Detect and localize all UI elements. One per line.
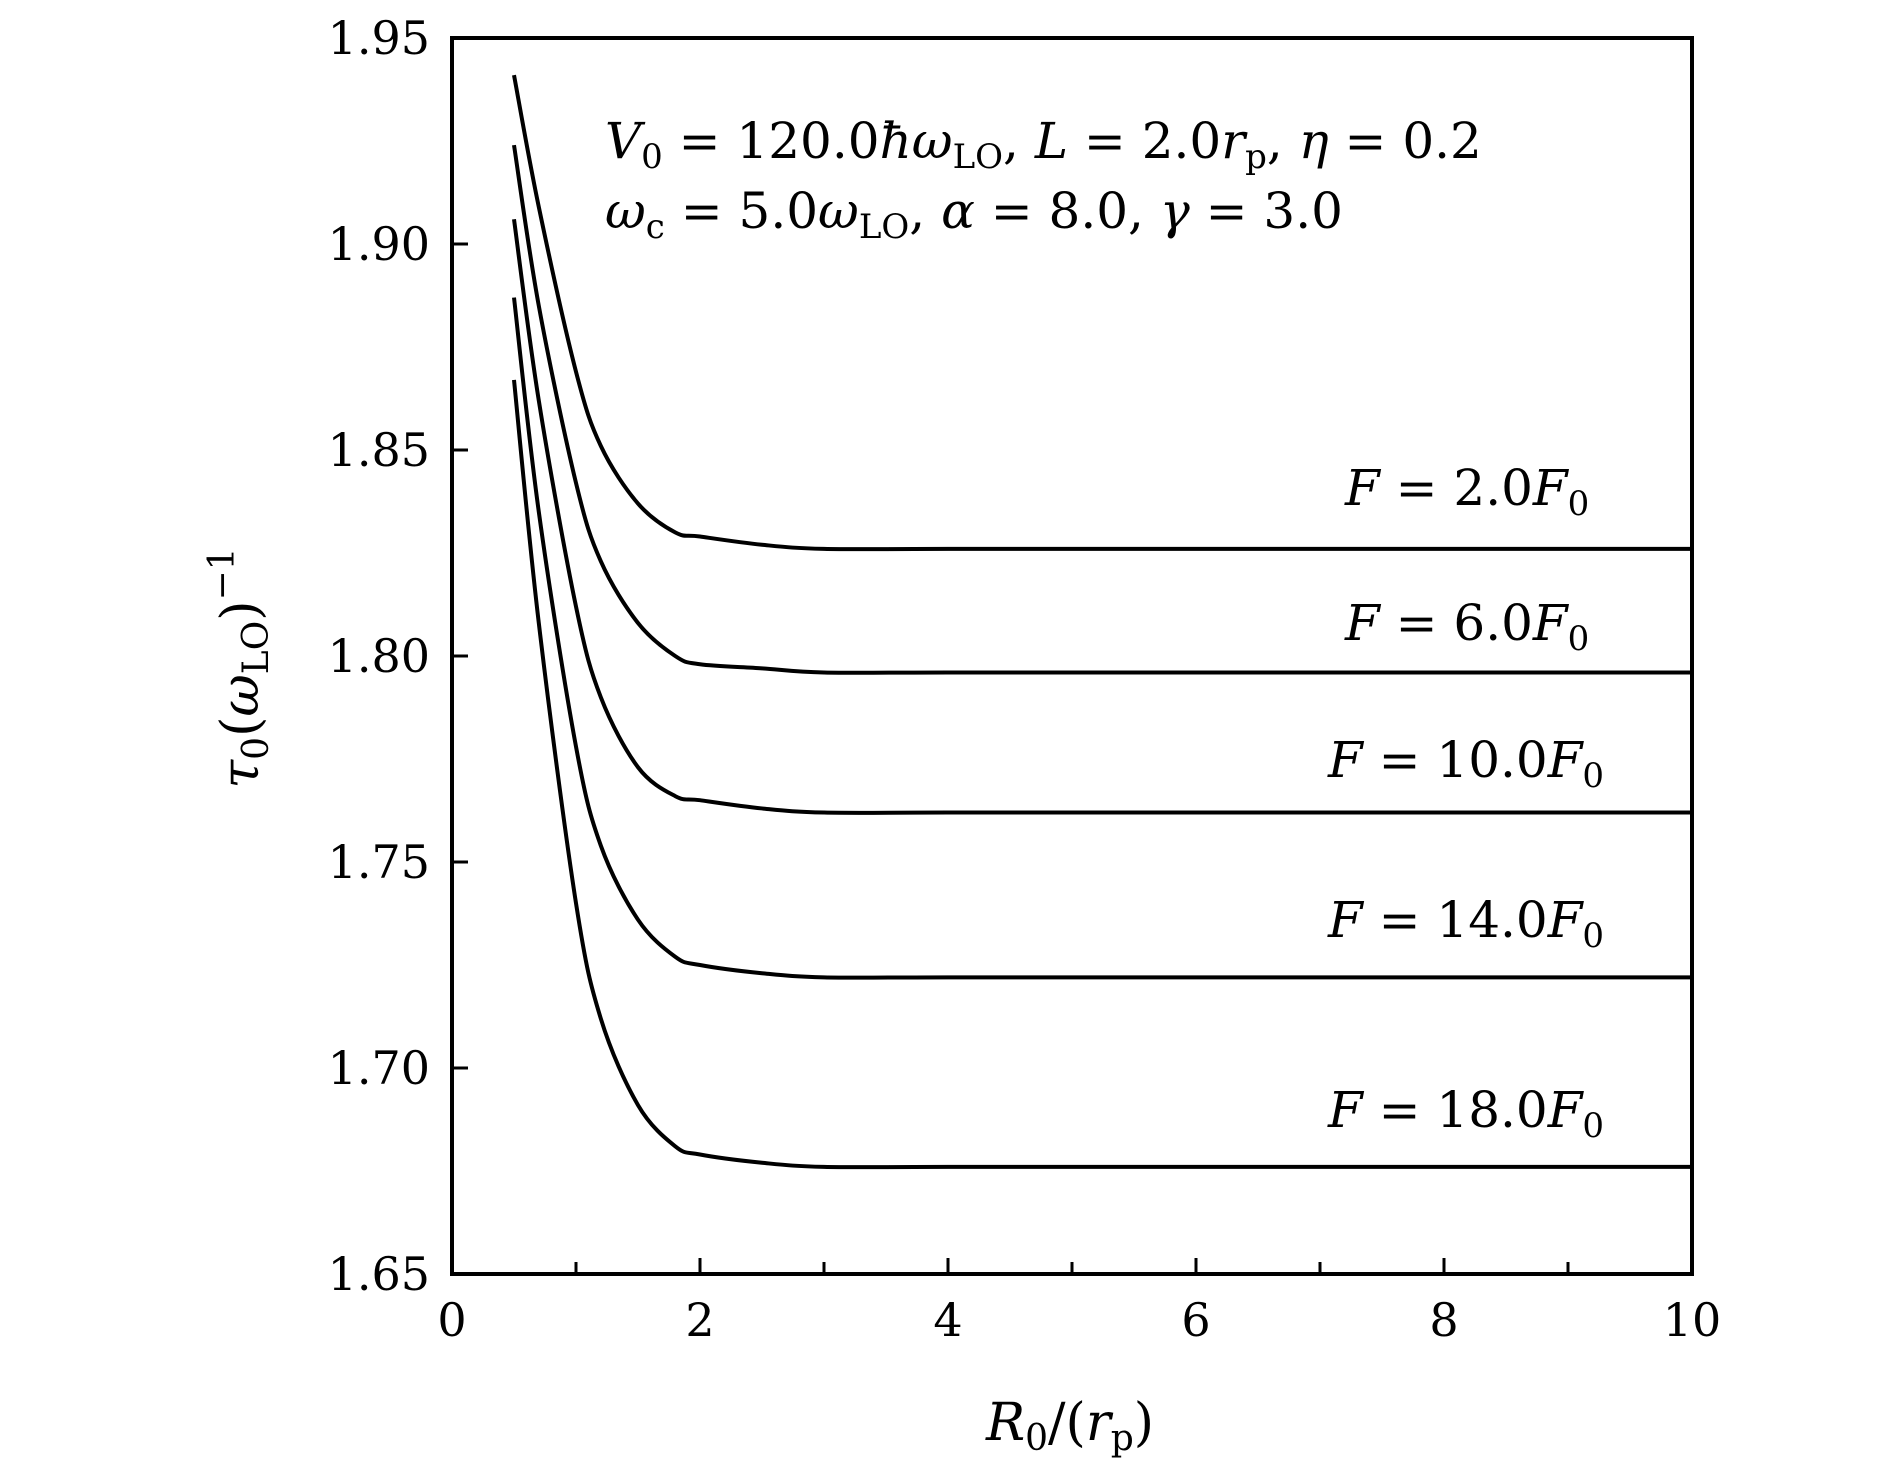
axis-tick-labels: 0 2 4 6 8 10 1.65 1.70 1.75 1.80 1.85 1.90 1.95 xyxy=(328,11,1722,1347)
x-tick-label: 8 xyxy=(1429,1293,1458,1347)
y-tick-label: 1.70 xyxy=(328,1041,430,1095)
y-tick-label: 1.95 xyxy=(328,11,430,65)
series-label-f6: F = 6.0F0 xyxy=(1344,594,1589,659)
x-tick-label: 6 xyxy=(1181,1293,1210,1347)
annotation-line-2: ωc = 5.0ωLO, α = 8.0, γ = 3.0 xyxy=(605,182,1343,247)
y-tick-label: 1.80 xyxy=(328,629,430,683)
y-tick-label: 1.75 xyxy=(328,835,430,889)
series-line-2 xyxy=(512,144,1692,675)
y-axis-label: τ0(ωLO)−1 xyxy=(202,547,277,788)
y-tick-label: 1.85 xyxy=(328,423,430,477)
x-tick-label: 10 xyxy=(1663,1293,1722,1347)
series-label-f2: F = 2.0F0 xyxy=(1344,459,1589,524)
annotation-line-1: V0 = 120.0ħωLO, L = 2.0rp, η = 0.2 xyxy=(605,112,1482,177)
series-line-5 xyxy=(512,379,1692,1170)
series-lines xyxy=(512,74,1692,1170)
series-label-f10: F = 10.0F0 xyxy=(1327,731,1604,796)
y-tick-label: 1.90 xyxy=(328,217,430,271)
series-line-4 xyxy=(512,297,1692,980)
x-tick-label: 2 xyxy=(685,1293,714,1347)
x-tick-label: 0 xyxy=(437,1293,466,1347)
series-line-1 xyxy=(512,74,1692,552)
x-tick-label: 4 xyxy=(933,1293,962,1347)
series-label-f18: F = 18.0F0 xyxy=(1327,1081,1604,1146)
series-line-3 xyxy=(512,219,1692,815)
x-axis-label: R0/(rp) xyxy=(985,1393,1154,1459)
y-tick-label: 1.65 xyxy=(328,1247,430,1301)
series-label-f14: F = 14.0F0 xyxy=(1327,891,1604,956)
axis-ticks xyxy=(450,36,1694,1276)
